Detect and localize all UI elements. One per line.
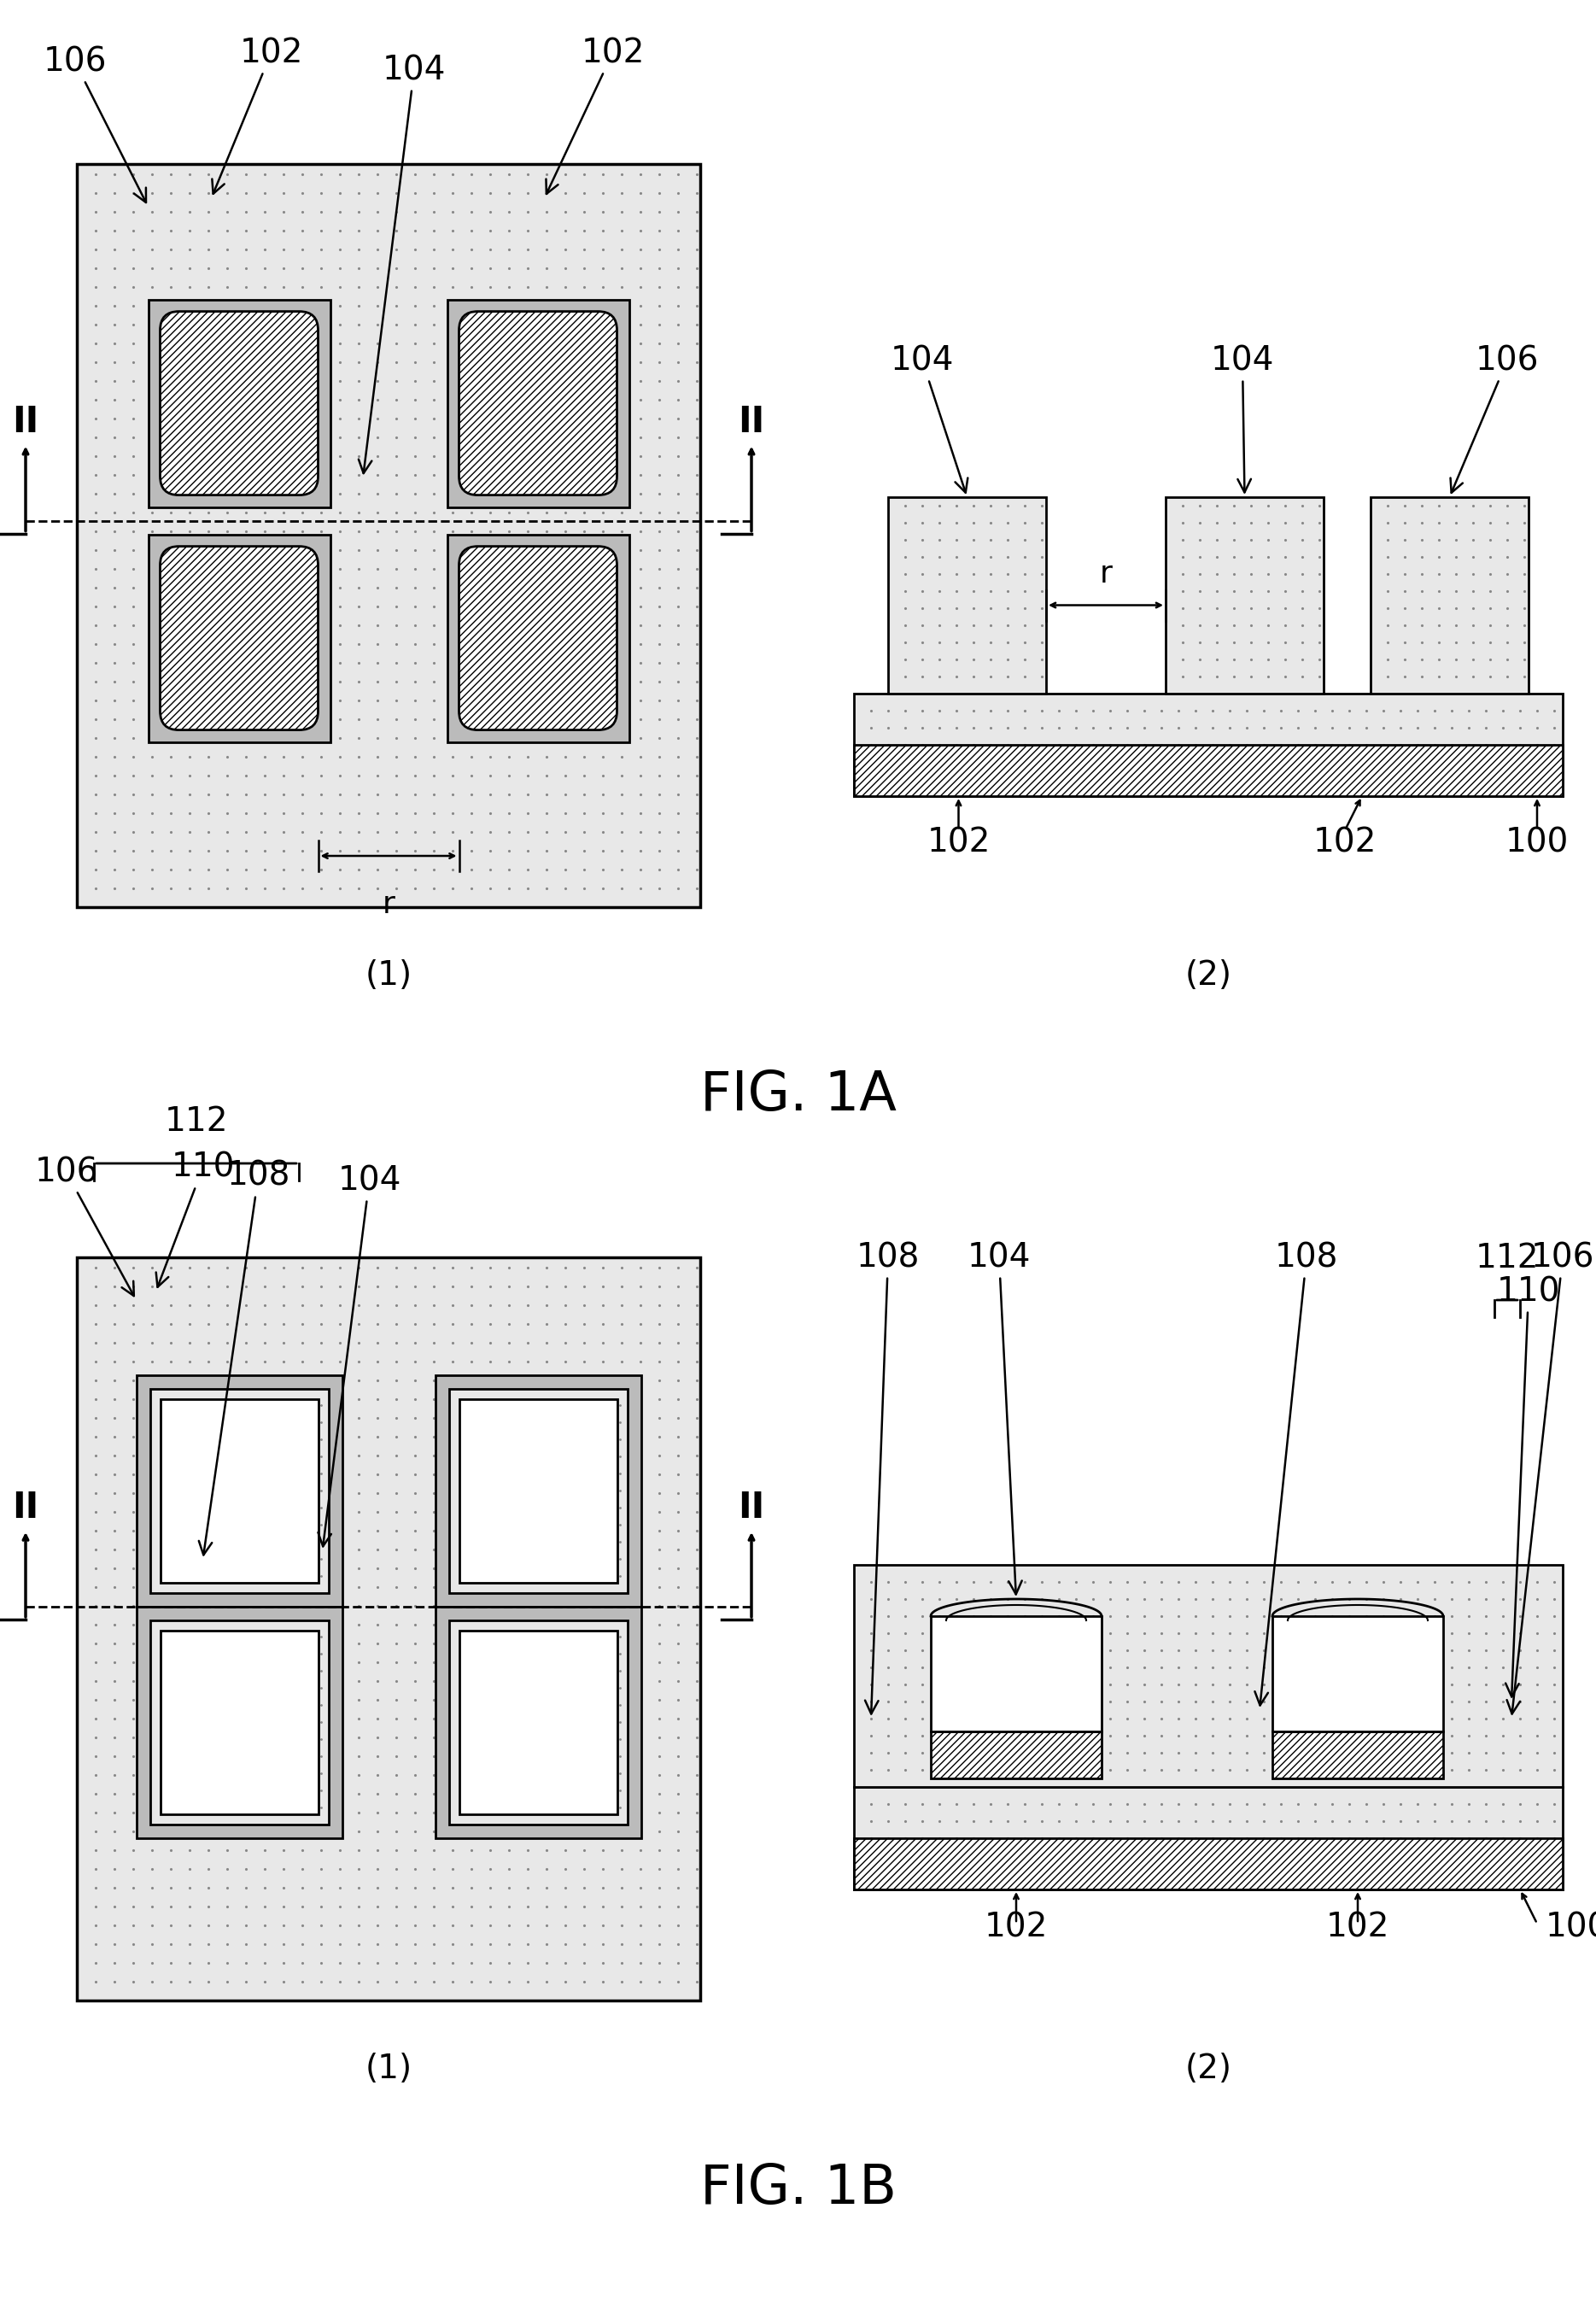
Bar — [854, 1565, 1562, 1786]
Bar — [1371, 496, 1529, 695]
Text: 106: 106 — [1507, 1242, 1594, 1715]
Text: II: II — [13, 1489, 38, 1526]
Text: 102: 102 — [1326, 1911, 1390, 1943]
Text: 108: 108 — [200, 1161, 290, 1556]
Text: 112: 112 — [164, 1106, 228, 1138]
Text: 108: 108 — [1254, 1242, 1339, 1706]
Text: 104: 104 — [359, 53, 445, 473]
Text: 106: 106 — [35, 1156, 134, 1295]
Text: 100: 100 — [1545, 1911, 1596, 1943]
Text: 110: 110 — [1497, 1276, 1561, 1696]
Bar — [448, 1389, 627, 1593]
Text: 104: 104 — [967, 1242, 1031, 1595]
FancyBboxPatch shape — [160, 312, 318, 496]
Text: II: II — [737, 1489, 764, 1526]
Text: 112: 112 — [1475, 1242, 1539, 1274]
Text: II: II — [737, 404, 764, 439]
Text: (1): (1) — [365, 2052, 412, 2084]
Bar — [160, 1399, 318, 1583]
Text: 102: 102 — [546, 37, 645, 194]
Text: 102: 102 — [1314, 826, 1377, 859]
Bar — [854, 745, 1562, 796]
Bar — [436, 1606, 642, 1837]
Text: 106: 106 — [43, 46, 145, 203]
Bar — [1272, 1731, 1443, 1779]
Bar — [854, 1786, 1562, 1890]
Bar — [447, 300, 629, 508]
Text: 104: 104 — [318, 1163, 401, 1546]
FancyBboxPatch shape — [460, 547, 618, 729]
Text: 102: 102 — [985, 1911, 1049, 1943]
Text: 110: 110 — [156, 1152, 235, 1288]
Text: (2): (2) — [1184, 2052, 1232, 2084]
Text: 104: 104 — [1211, 344, 1274, 492]
Bar — [887, 496, 1045, 695]
Text: 102: 102 — [212, 37, 303, 194]
Bar — [447, 535, 629, 741]
Bar — [150, 1620, 329, 1823]
Text: FIG. 1A: FIG. 1A — [701, 1069, 897, 1122]
Text: 102: 102 — [927, 826, 990, 859]
Text: 100: 100 — [1505, 826, 1569, 859]
Bar — [148, 535, 330, 741]
Bar — [150, 1389, 329, 1593]
Text: (2): (2) — [1184, 960, 1232, 992]
Bar — [136, 1376, 342, 1606]
Text: r: r — [1100, 559, 1112, 589]
Text: 106: 106 — [1451, 344, 1539, 492]
Bar — [148, 300, 330, 508]
Bar — [854, 695, 1562, 796]
Bar — [448, 1620, 627, 1823]
FancyBboxPatch shape — [460, 312, 618, 496]
Text: r: r — [381, 891, 394, 919]
Bar — [1272, 1616, 1443, 1731]
Bar — [1165, 496, 1323, 695]
Text: II: II — [13, 404, 38, 439]
Text: 104: 104 — [891, 344, 967, 492]
Bar — [436, 1376, 642, 1606]
Bar — [136, 1606, 342, 1837]
Bar — [160, 1629, 318, 1814]
Bar — [460, 1629, 618, 1814]
Bar — [460, 1399, 618, 1583]
Text: 108: 108 — [857, 1242, 919, 1715]
Text: (1): (1) — [365, 960, 412, 992]
Bar — [77, 1258, 701, 2001]
FancyBboxPatch shape — [160, 547, 318, 729]
Bar — [930, 1616, 1101, 1731]
Text: FIG. 1B: FIG. 1B — [701, 2163, 897, 2216]
Bar — [930, 1731, 1101, 1779]
Bar — [77, 164, 701, 907]
Bar — [854, 1837, 1562, 1890]
